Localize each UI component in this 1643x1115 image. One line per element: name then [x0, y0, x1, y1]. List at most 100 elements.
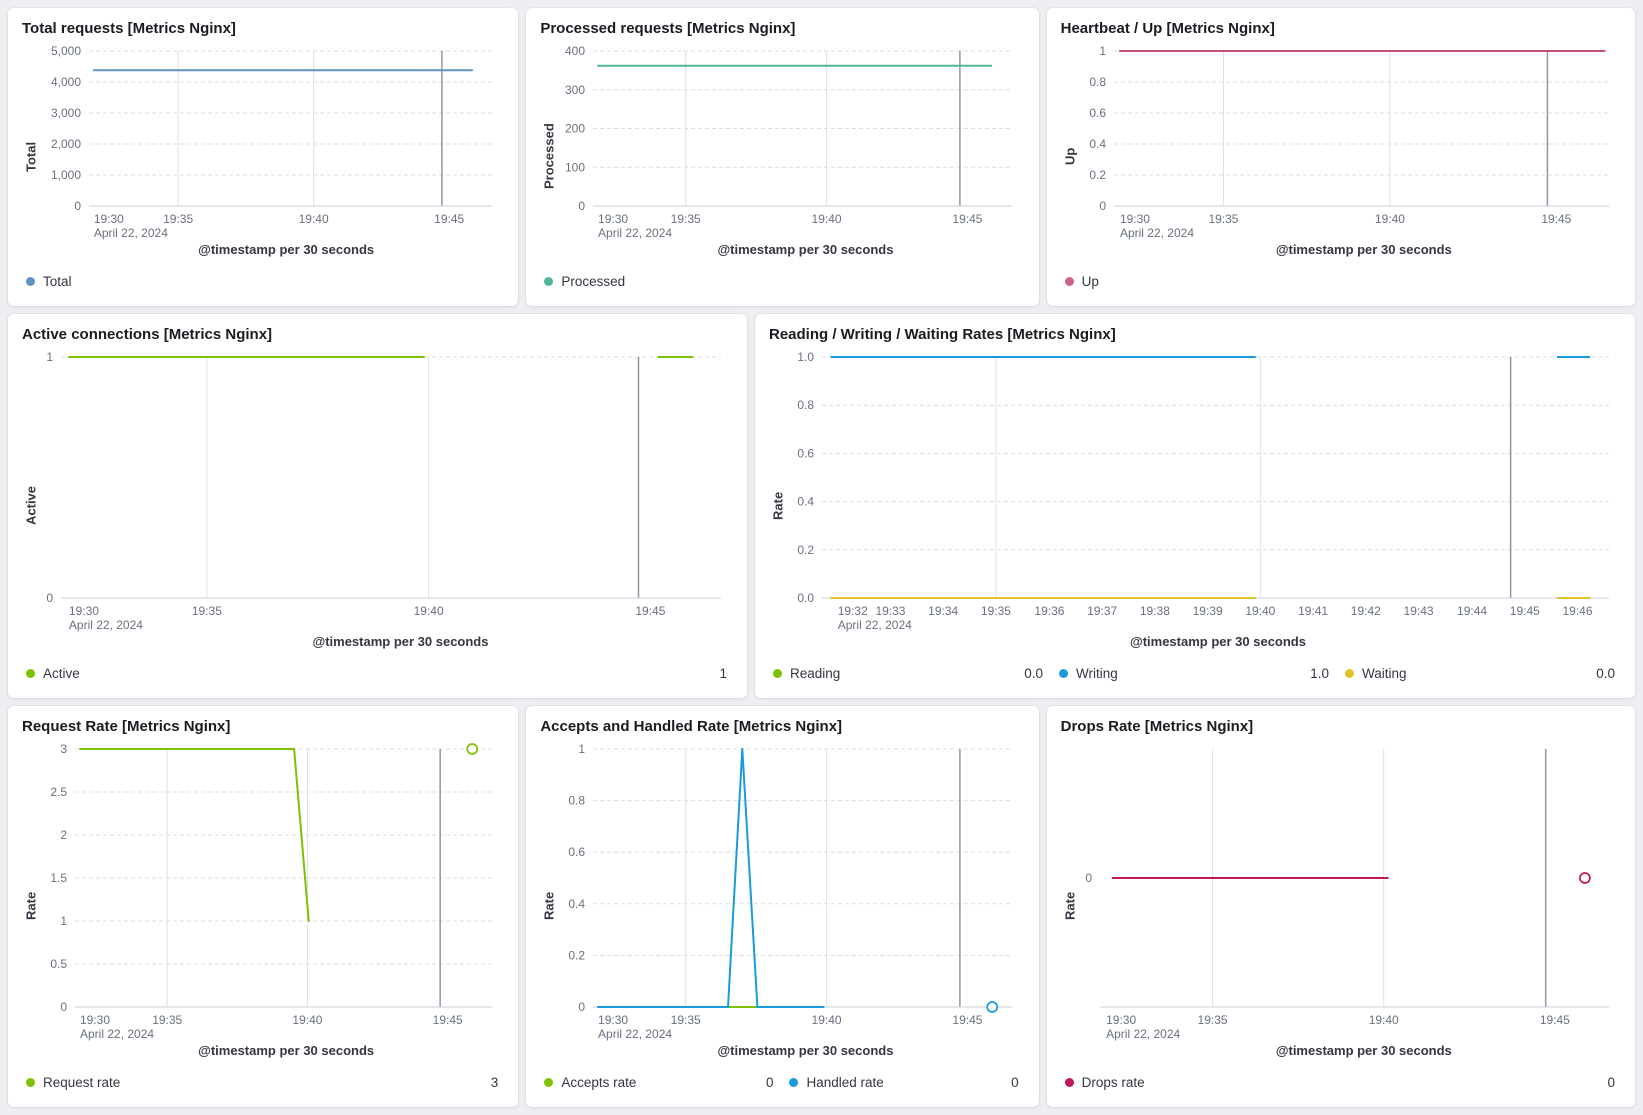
svg-text:1: 1: [46, 350, 53, 364]
panel-title[interactable]: Active connections [Metrics Nginx]: [22, 326, 273, 343]
svg-text:19:35: 19:35: [163, 212, 193, 226]
svg-text:19:40: 19:40: [812, 212, 842, 226]
y-axis-title: Total: [23, 141, 39, 172]
panel-accepts-handled-rate: Accepts and Handled Rate [Metrics Nginx]…: [526, 706, 1039, 1107]
legend-item[interactable]: Reading 0.0: [773, 666, 1059, 681]
svg-text:0.8: 0.8: [797, 398, 814, 412]
svg-text:April 22, 2024: April 22, 2024: [1120, 226, 1194, 240]
svg-text:0.4: 0.4: [569, 897, 586, 911]
svg-text:0.2: 0.2: [1089, 168, 1106, 182]
svg-text:19:40: 19:40: [1375, 212, 1405, 226]
legend: Drops rate 0: [1061, 1063, 1621, 1101]
series-color-dot: [1345, 668, 1354, 678]
x-axis-title: @timestamp per 30 seconds: [717, 1043, 894, 1058]
panel-title[interactable]: Drops Rate [Metrics Nginx]: [1060, 718, 1254, 735]
series-color-dot: [1059, 668, 1068, 678]
svg-text:April 22, 2024: April 22, 2024: [69, 618, 143, 632]
legend: Accepts rate 0 Handled rate 0: [540, 1063, 1024, 1101]
panel-request-rate: Request Rate [Metrics Nginx] Rate 0 0.5 1 1…: [8, 706, 519, 1107]
panel-title[interactable]: Processed requests [Metrics Nginx]: [540, 20, 796, 37]
svg-text:19:44: 19:44: [1457, 604, 1487, 618]
svg-text:0: 0: [60, 1000, 67, 1014]
dashboard-row-3: Request Rate [Metrics Nginx] Rate 0 0.5 1 1…: [8, 706, 1635, 1107]
svg-text:19:30: 19:30: [598, 212, 628, 226]
svg-text:April 22, 2024: April 22, 2024: [94, 226, 168, 240]
series-color-dot: [1064, 1077, 1074, 1087]
legend-value: 1: [719, 665, 727, 681]
legend-item[interactable]: Processed: [544, 274, 1020, 289]
svg-text:1,000: 1,000: [51, 168, 81, 182]
svg-text:200: 200: [565, 122, 585, 136]
svg-text:19:42: 19:42: [1351, 604, 1381, 618]
svg-text:19:43: 19:43: [1404, 604, 1434, 618]
svg-text:0.8: 0.8: [1089, 75, 1106, 89]
legend-item[interactable]: Writing 1.0: [1059, 666, 1345, 681]
panel-title[interactable]: Reading / Writing / Waiting Rates [Metri…: [769, 326, 1116, 343]
legend-value: 0: [765, 1074, 774, 1090]
svg-text:2.5: 2.5: [50, 785, 67, 799]
chart-area: Rate 0 0.5 1 1.5 2 2.5 3 19:30 April 22, 2024 19:…: [22, 741, 504, 1043]
panel-title[interactable]: Heartbeat / Up [Metrics Nginx]: [1060, 20, 1275, 37]
legend-item[interactable]: Request rate 3: [26, 1075, 500, 1090]
x-axis-title: @timestamp per 30 seconds: [1130, 634, 1306, 649]
chart-area: Total 0 1,000 2,000 3,000 4,000 5,000 19:30 Apr…: [22, 43, 504, 242]
legend-value: 3: [490, 1074, 499, 1090]
panel-processed-requests: Processed requests [Metrics Nginx] Proce…: [526, 8, 1039, 306]
svg-text:1.0: 1.0: [797, 350, 814, 364]
svg-text:0.4: 0.4: [1089, 137, 1106, 151]
legend-value: 1.0: [1310, 665, 1329, 681]
svg-text:3: 3: [60, 742, 67, 756]
legend: Up: [1061, 262, 1621, 300]
legend-item[interactable]: Active 1: [26, 666, 729, 681]
svg-text:0.6: 0.6: [1089, 106, 1106, 120]
svg-text:0.2: 0.2: [797, 543, 814, 557]
series-color-dot: [26, 276, 35, 286]
chart-area: Up 0 0.2 0.4 0.6 0.8 1 19:30 April 22, 2024 19:3…: [1061, 43, 1621, 242]
legend-item[interactable]: Up: [1064, 274, 1617, 289]
svg-text:19:45: 19:45: [953, 212, 983, 226]
x-axis-title: @timestamp per 30 seconds: [1275, 242, 1452, 257]
svg-text:19:34: 19:34: [928, 604, 958, 618]
svg-text:19:35: 19:35: [981, 604, 1011, 618]
legend-value: 0.0: [1596, 665, 1615, 681]
panel-title[interactable]: Request Rate [Metrics Nginx]: [22, 718, 231, 735]
legend-label: Handled rate: [806, 1074, 884, 1090]
series-color-dot: [544, 276, 554, 286]
svg-text:19:35: 19:35: [1208, 212, 1238, 226]
svg-text:19:30: 19:30: [598, 1013, 628, 1027]
legend-item[interactable]: Drops rate 0: [1064, 1075, 1617, 1090]
svg-text:19:36: 19:36: [1034, 604, 1064, 618]
x-axis-title: @timestamp per 30 seconds: [198, 242, 375, 257]
legend-item[interactable]: Accepts rate 0: [544, 1075, 789, 1090]
svg-text:19:40: 19:40: [414, 604, 444, 618]
legend-item[interactable]: Handled rate 0: [789, 1075, 1020, 1090]
legend-label: Waiting: [1362, 665, 1407, 681]
legend: Reading 0.0 Writing 1.0 Waiting 0.0: [769, 654, 1621, 692]
svg-text:5,000: 5,000: [51, 44, 81, 58]
svg-text:0.6: 0.6: [797, 446, 814, 460]
svg-text:19:35: 19:35: [192, 604, 222, 618]
svg-text:0.2: 0.2: [569, 948, 586, 962]
legend-item[interactable]: Total: [26, 274, 500, 289]
chart-area: Rate 0.0 0.2 0.4 0.6 0.8 1.0 19:32 April 22, 20…: [769, 349, 1621, 634]
panel-title[interactable]: Total requests [Metrics Nginx]: [22, 20, 236, 37]
svg-text:19:30: 19:30: [69, 604, 99, 618]
series-color-dot: [789, 1077, 799, 1087]
svg-text:19:30: 19:30: [94, 212, 124, 226]
legend-item[interactable]: Waiting 0.0: [1345, 666, 1617, 681]
chart-area: Rate 0 0.2 0.4 0.6 0.8 1 19:30 April 22, 2024 19…: [540, 741, 1024, 1043]
y-axis-title: Up: [1062, 147, 1078, 166]
svg-text:19:45: 19:45: [953, 1013, 983, 1027]
panel-title[interactable]: Accepts and Handled Rate [Metrics Nginx]: [540, 718, 843, 735]
svg-text:0: 0: [579, 1000, 586, 1014]
svg-text:19:45: 19:45: [434, 212, 464, 226]
svg-text:19:33: 19:33: [875, 604, 905, 618]
